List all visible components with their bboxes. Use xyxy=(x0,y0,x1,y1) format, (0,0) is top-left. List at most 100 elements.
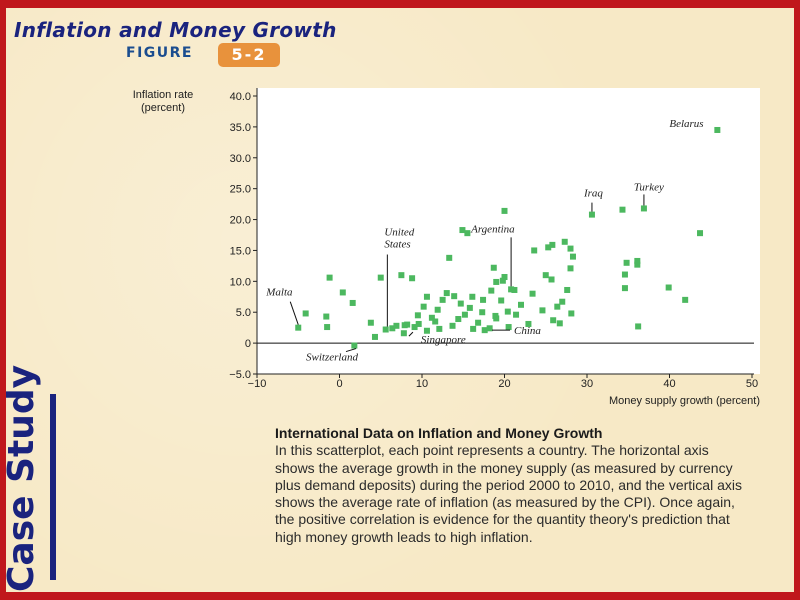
annotation-label: China xyxy=(514,325,541,337)
y-axis-label: Inflation rate (percent) xyxy=(110,89,216,115)
x-tick-label: 20 xyxy=(498,378,510,390)
data-point xyxy=(455,316,462,323)
slide-title: Inflation and Money Growth xyxy=(14,18,337,42)
data-point xyxy=(531,247,538,254)
data-point xyxy=(295,324,302,331)
data-point xyxy=(556,320,563,327)
annotation-leader xyxy=(289,301,299,325)
data-point xyxy=(459,227,466,234)
data-point xyxy=(432,318,439,325)
data-point xyxy=(640,205,647,212)
figure-label: FIGURE xyxy=(126,45,193,61)
data-point xyxy=(554,303,561,310)
x-tick-label: 40 xyxy=(663,378,675,390)
data-point xyxy=(451,293,458,300)
data-point xyxy=(621,271,628,278)
data-point xyxy=(367,319,374,326)
data-point xyxy=(498,297,505,304)
data-point xyxy=(488,287,495,294)
data-point xyxy=(505,324,512,331)
y-tick-label: 0 xyxy=(245,338,251,350)
y-tick-label: −5.0 xyxy=(229,369,251,381)
data-point xyxy=(436,325,443,332)
data-point xyxy=(464,230,471,237)
data-point xyxy=(323,313,330,320)
y-axis-label-line-2: (percent) xyxy=(140,102,186,114)
y-tick-label: 15.0 xyxy=(230,245,251,257)
data-point xyxy=(501,274,508,281)
data-point xyxy=(697,230,704,237)
data-point xyxy=(550,317,557,324)
data-point xyxy=(434,306,441,313)
data-point xyxy=(564,286,571,293)
x-tick-label: 50 xyxy=(746,378,758,390)
data-point xyxy=(415,320,422,327)
annotation-label: Argentina xyxy=(470,223,515,235)
data-point xyxy=(389,325,396,332)
x-tick-label: 30 xyxy=(581,378,593,390)
data-point xyxy=(548,276,555,283)
y-tick-label: 40.0 xyxy=(230,91,251,103)
data-point xyxy=(423,327,430,334)
data-point xyxy=(475,319,482,326)
data-point xyxy=(490,264,497,271)
data-point xyxy=(493,278,500,285)
data-point xyxy=(409,275,416,282)
annotation-label: United States xyxy=(384,227,414,251)
data-point xyxy=(518,301,524,308)
data-point xyxy=(559,298,566,305)
data-point xyxy=(539,307,546,314)
data-point xyxy=(492,312,499,319)
data-point xyxy=(635,323,642,330)
y-tick-label: 25.0 xyxy=(230,184,251,196)
data-point xyxy=(665,284,672,291)
y-tick-label: 10.0 xyxy=(230,276,251,288)
y-tick-label: 30.0 xyxy=(230,153,251,165)
data-point xyxy=(339,289,346,296)
data-point xyxy=(446,254,453,261)
annotation-leader xyxy=(345,348,357,353)
data-point xyxy=(501,207,508,214)
data-point xyxy=(377,274,384,281)
data-point xyxy=(428,314,435,321)
data-point xyxy=(324,324,331,331)
figure-caption: International Data on Inflation and Mone… xyxy=(275,425,745,546)
data-point xyxy=(634,257,641,264)
data-point xyxy=(623,259,630,266)
data-point xyxy=(568,310,575,317)
data-point xyxy=(511,286,518,293)
figure-number-badge: 5-2 xyxy=(218,43,280,67)
data-point xyxy=(443,290,450,297)
data-point xyxy=(351,342,358,349)
data-point xyxy=(513,311,520,318)
data-point xyxy=(567,265,574,272)
caption-title: International Data on Inflation and Mone… xyxy=(275,425,603,441)
data-point xyxy=(561,238,568,245)
x-tick-label: 0 xyxy=(336,378,342,390)
data-point xyxy=(499,277,506,284)
annotation-label: Iraq xyxy=(583,188,603,200)
data-point xyxy=(682,296,689,303)
data-point xyxy=(508,286,515,293)
y-tick-label: 5.0 xyxy=(236,307,251,319)
data-point xyxy=(569,253,576,260)
data-point xyxy=(567,245,574,252)
y-tick-label: 20.0 xyxy=(230,215,251,227)
data-point xyxy=(504,308,511,315)
x-axis-label: Money supply growth (percent) xyxy=(608,395,760,407)
annotation-label: Turkey xyxy=(634,181,664,193)
x-tick-label: 10 xyxy=(416,378,428,390)
data-point xyxy=(525,320,532,327)
data-point xyxy=(326,274,333,281)
data-point xyxy=(621,285,628,292)
data-point xyxy=(400,330,407,337)
data-point xyxy=(439,296,446,303)
data-point xyxy=(382,326,389,333)
data-point xyxy=(545,244,552,251)
data-point xyxy=(449,322,456,329)
data-point xyxy=(619,206,626,213)
data-point xyxy=(457,300,464,307)
annotation-label: Switzerland xyxy=(306,352,358,364)
x-tick-label: −10 xyxy=(248,378,267,390)
data-point xyxy=(349,299,356,306)
